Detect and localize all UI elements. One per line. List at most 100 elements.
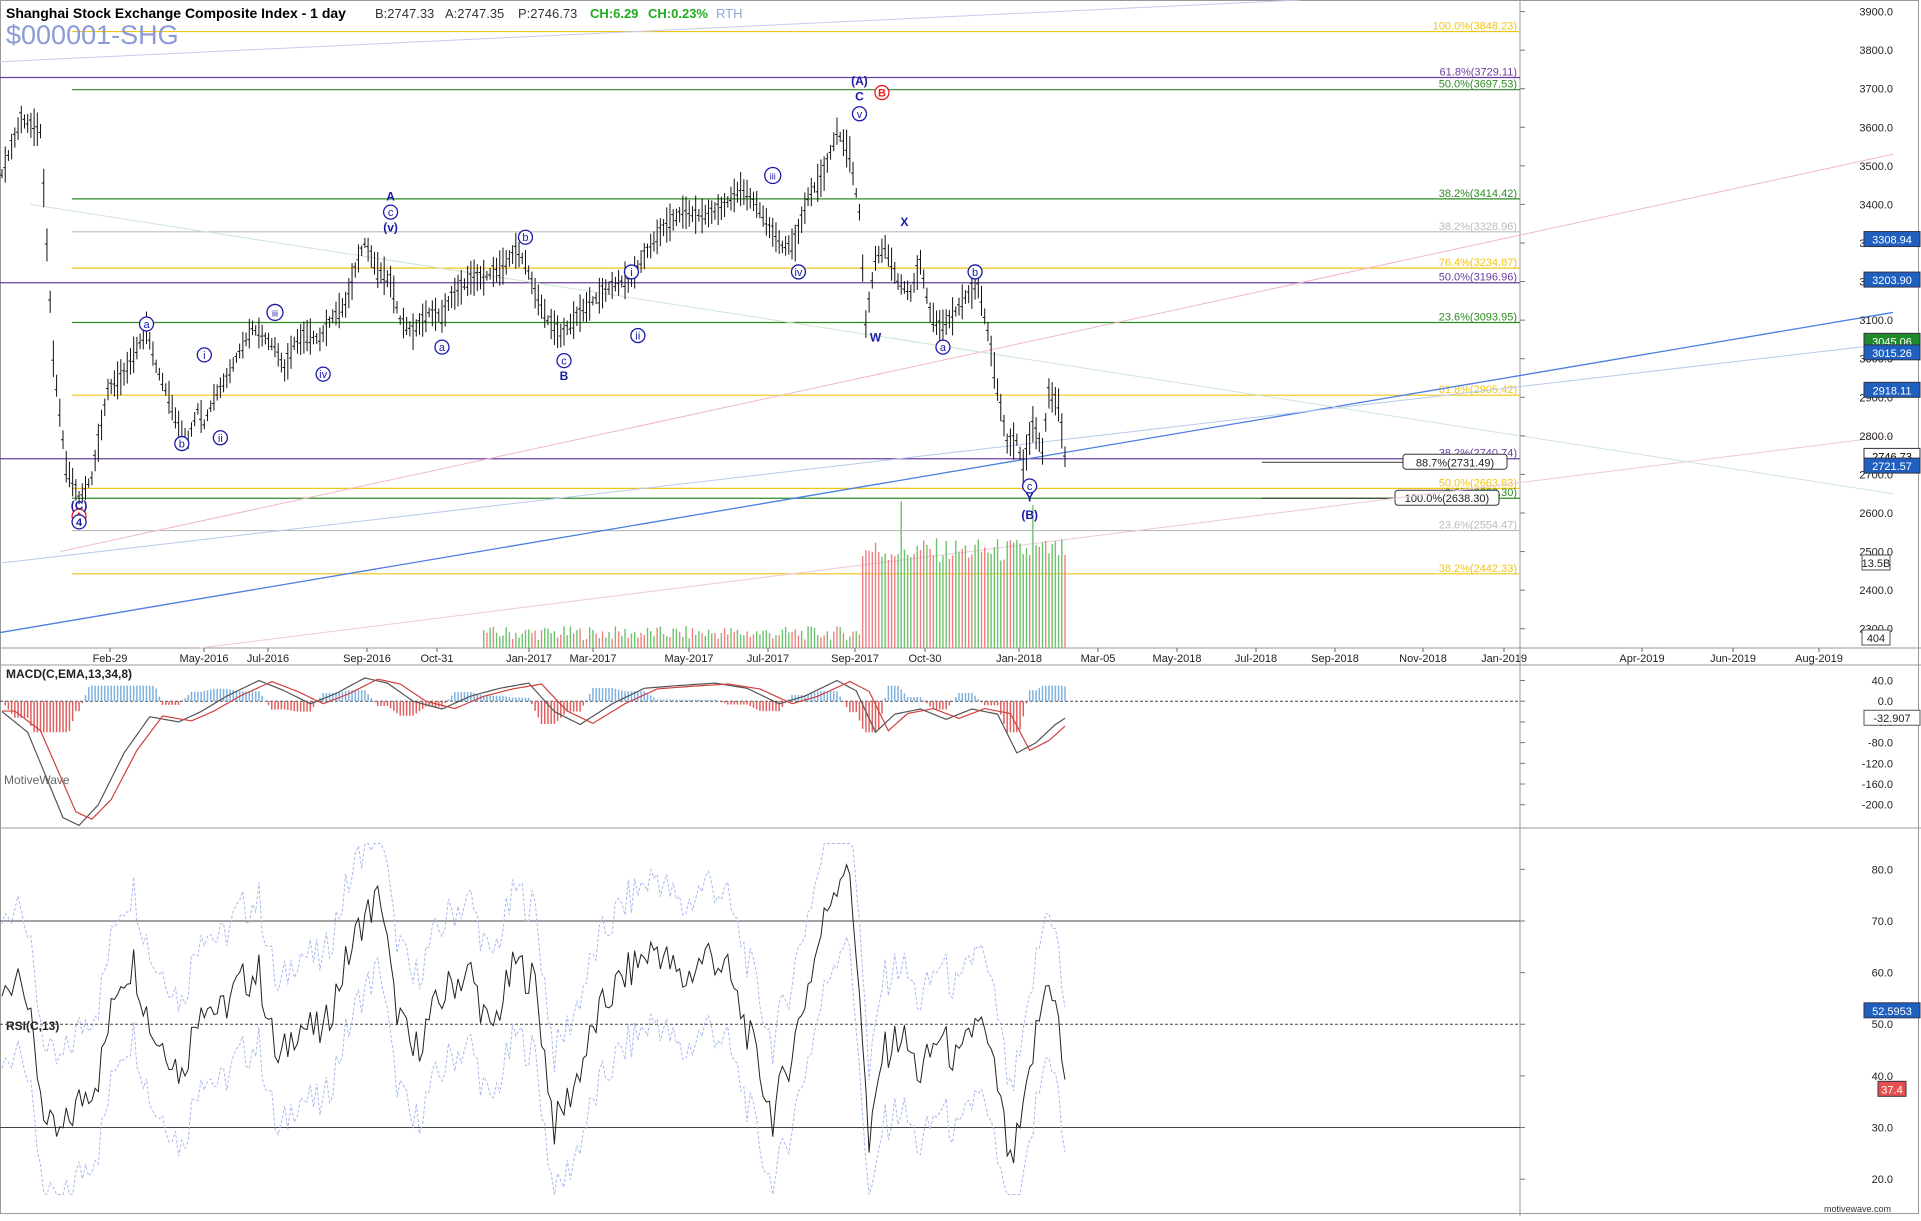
macd-tick-label: -80.0 [1868, 738, 1893, 750]
price-change-pct: CH:0.23% [648, 6, 708, 21]
session-label: RTH [716, 6, 742, 21]
macd-value-box [1863, 709, 1921, 726]
price-box [1863, 344, 1921, 361]
volume-axis-box [1861, 629, 1891, 646]
wave-label-circle [71, 514, 87, 530]
projection-box [1402, 453, 1508, 470]
fib-label: 61.8%(2905.42) [1439, 384, 1517, 396]
time-tick-label: Sep-2018 [1311, 653, 1359, 665]
wave-label: C [855, 89, 864, 103]
wave-label: B [878, 88, 886, 100]
price-box [1863, 457, 1921, 474]
price-last: P:2746.73 [518, 6, 577, 21]
channel-line-2 [199, 435, 1894, 649]
wave-label: B [560, 369, 569, 383]
fib-label: 23.6%(2554.47) [1439, 520, 1517, 532]
wave-label: (B) [1021, 508, 1038, 522]
macd-tick-label: -200.0 [1862, 800, 1893, 812]
rsi-tick-label: 20.0 [1872, 1174, 1893, 1186]
macd-panel[interactable]: MACD(C,EMA,13,34,8)40.00.0-40.0-80.0-120… [0, 667, 1921, 827]
wave-label: ii [635, 331, 640, 343]
time-tick-label: Apr-2019 [1619, 653, 1664, 665]
wave-label: i [630, 267, 632, 279]
price-ask: A:2747.35 [445, 6, 504, 21]
trend-line-upper [0, 0, 1301, 63]
wave-label: a [940, 342, 947, 354]
rsi-tick-label: 50.0 [1872, 1019, 1893, 1031]
wave-label-circle [196, 347, 212, 363]
wave-label: W [870, 331, 882, 345]
rsi-panel[interactable]: RSI(C,13)80.070.060.050.040.030.020.052.… [0, 842, 1921, 1196]
wave-label-circle [174, 435, 190, 452]
rsi-tick-label: 30.0 [1872, 1123, 1893, 1135]
symbol-label: $000001-SHG [6, 20, 179, 50]
wave-label: (v) [383, 221, 398, 235]
wave-label: Y [1026, 491, 1034, 505]
fib-label: 61.8%(3729.11) [1440, 66, 1517, 78]
time-tick-label: Jun-2019 [1710, 653, 1756, 665]
time-axis[interactable]: Feb-29 May-2016 Jul-2016 Sep-2016 Oct-31 Jan-… [93, 648, 1843, 665]
wave-label: c [388, 207, 394, 219]
macd-value-label: -32.907 [1873, 713, 1910, 725]
time-tick-label: Jan-2018 [996, 653, 1042, 665]
time-tick-label: Oct-30 [908, 653, 941, 665]
time-tick-label: May-2016 [180, 653, 229, 665]
wave-label: (A) [851, 74, 868, 88]
wave-label: 4 [76, 517, 83, 529]
wave-label-circle [212, 430, 229, 446]
price-box-label: 2918.11 [1873, 385, 1912, 397]
time-tick-label: Jul-2018 [1235, 653, 1277, 665]
watermark: MotiveWave [4, 773, 70, 787]
wave-label-circle [874, 84, 890, 101]
fib-label: 50.0%(2663.83) [1439, 477, 1517, 489]
rsi-tick-label: 60.0 [1872, 968, 1893, 980]
rsi-value-box [1863, 1002, 1921, 1019]
macd-tick-label: -160.0 [1862, 779, 1893, 791]
price-tick-label: 2800.0 [1859, 431, 1893, 443]
price-tick-label: 3100.0 [1859, 315, 1893, 327]
time-tick-label: May-2017 [665, 653, 714, 665]
price-tick-label: 2600.0 [1859, 508, 1893, 520]
chart-title: Shanghai Stock Exchange Composite Index … [6, 5, 346, 21]
price-tick-label: 3500.0 [1859, 161, 1893, 173]
price-box-label: 3015.26 [1872, 348, 1912, 360]
fib-label: 38.2%(2442.33) [1439, 563, 1517, 575]
volume-axis-box [1861, 554, 1891, 571]
fib-label: 76.4%(3234.87) [1439, 257, 1517, 269]
wave-label-circle [623, 264, 640, 280]
wave-labels: A(C)4abiiiiiiivAc(v)abcBiiiiiiiv(A)CBvWX… [71, 74, 1038, 530]
time-tick-label: Aug-2019 [1795, 653, 1843, 665]
time-tick-label: Oct-31 [420, 653, 453, 665]
time-tick-label: Nov-2018 [1399, 653, 1447, 665]
price-axis[interactable]: 3900.03800.03700.03600.03500.03400.03300… [1520, 7, 1921, 646]
rsi-tick-label: 70.0 [1872, 916, 1893, 928]
macd-tick-label: 40.0 [1872, 676, 1893, 688]
wave-label-circle [851, 106, 868, 122]
wave-label-circle [790, 264, 807, 280]
wave-label-circle [935, 339, 951, 355]
rsi-secondary-box [1877, 1080, 1907, 1097]
price-tick-label: 3400.0 [1859, 199, 1893, 211]
trend-line-parallel [0, 342, 1894, 564]
volume-axis-label: 404 [1867, 633, 1885, 645]
wave-label-circle [556, 352, 572, 369]
price-box-label: 2721.57 [1872, 461, 1912, 473]
price-tick-label: 3900.0 [1859, 7, 1893, 19]
wave-label: a [439, 342, 446, 354]
wave-label-circle [630, 327, 646, 344]
rsi-secondary-label: 37.4 [1881, 1084, 1902, 1096]
macd-tick-label: -120.0 [1862, 758, 1893, 770]
macd-signal-line [2, 678, 1066, 820]
fib-label: 38.2%(3328.96) [1439, 221, 1517, 233]
wave-label-circle [434, 339, 450, 355]
time-tick-label: Jan-2019 [1481, 653, 1527, 665]
wave-label-circle [382, 204, 399, 220]
price-change: CH:6.29 [590, 6, 638, 21]
rsi-value-label: 52.5953 [1872, 1006, 1912, 1018]
time-tick-label: Feb-29 [93, 653, 128, 665]
price-tick-label: 3800.0 [1859, 45, 1893, 57]
price-box-label: 3308.94 [1872, 235, 1912, 247]
time-tick-label: Jan-2017 [506, 653, 552, 665]
